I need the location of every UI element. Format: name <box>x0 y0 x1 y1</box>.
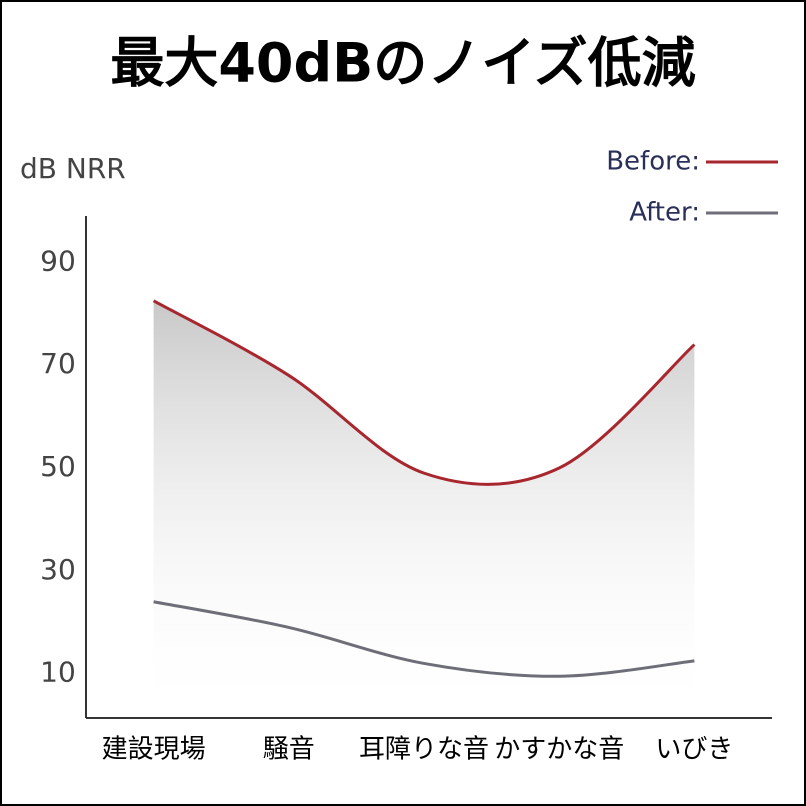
x-tick-label: 騒音 <box>263 735 315 765</box>
series-line <box>152 299 696 486</box>
x-tick-label: 耳障りな音 <box>359 735 489 765</box>
legend-label: Before: <box>606 147 700 177</box>
y-tick-label: 10 <box>40 656 76 689</box>
y-tick-label: 70 <box>40 347 76 380</box>
y-tick-label: 30 <box>40 553 76 586</box>
area-fill <box>153 300 695 718</box>
chart-title: 最大40dBのノイズ低減 <box>110 32 695 95</box>
x-tick-label: 建設現場 <box>102 735 206 765</box>
y-tick-label: 50 <box>40 450 76 483</box>
x-tick-label: いびき <box>655 735 733 765</box>
y-tick-label: 90 <box>40 244 76 277</box>
y-axis-label: dB NRR <box>20 152 126 185</box>
series-line <box>153 600 695 678</box>
x-tick-label: かすかな音 <box>494 735 624 765</box>
legend-label: After: <box>629 198 700 228</box>
